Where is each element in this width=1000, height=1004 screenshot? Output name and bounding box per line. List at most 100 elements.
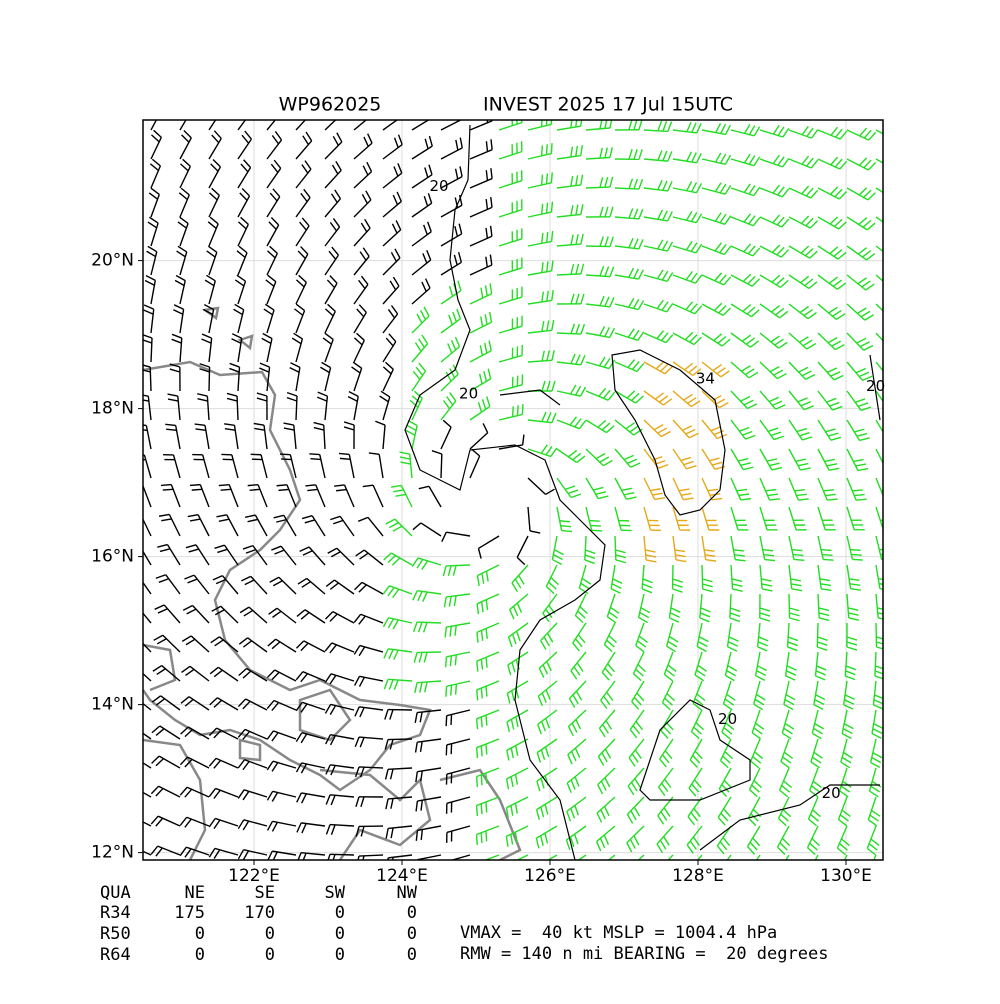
barb-staff xyxy=(470,179,492,188)
wind-barb xyxy=(840,768,852,797)
barb-feather xyxy=(753,217,759,225)
barb-feather xyxy=(839,192,846,200)
barb-feather xyxy=(630,426,639,432)
barb-feather xyxy=(605,327,610,336)
barb-feather xyxy=(330,583,338,589)
barb-feather xyxy=(656,362,664,369)
barb-staff xyxy=(847,130,869,140)
barb-feather xyxy=(123,755,131,762)
barb-feather xyxy=(325,333,333,339)
barb-feather xyxy=(394,166,398,176)
barb-feather xyxy=(748,818,755,825)
barb-feather xyxy=(132,485,142,486)
barb-feather xyxy=(605,778,610,787)
barb-staff xyxy=(512,565,528,583)
barb-feather xyxy=(344,427,354,430)
barb-feather xyxy=(414,653,417,663)
wind-barb xyxy=(383,163,402,188)
wind-barb xyxy=(243,546,267,565)
barb-feather xyxy=(739,428,749,432)
wind-barb xyxy=(235,275,245,304)
wind-barb xyxy=(644,391,672,405)
barb-feather xyxy=(634,836,639,845)
barb-feather xyxy=(486,228,487,238)
table-cell: 0 xyxy=(407,945,417,965)
barb-feather xyxy=(627,843,632,852)
barb-feather xyxy=(325,704,330,713)
barb-feather xyxy=(446,657,447,667)
barb-feather xyxy=(829,468,839,470)
barb-feather xyxy=(667,242,672,251)
barb-feather xyxy=(277,485,287,486)
barb-feather xyxy=(742,431,752,435)
wind-barb xyxy=(569,710,586,736)
barb-staff xyxy=(296,282,306,304)
barb-feather xyxy=(123,785,131,792)
wind-barb xyxy=(644,240,672,251)
table-header: NE xyxy=(185,883,205,903)
barb-feather xyxy=(330,645,337,653)
barb-feather xyxy=(542,233,543,243)
wind-barb xyxy=(296,275,306,304)
wind-barb xyxy=(297,853,325,863)
title-left: WP962025 xyxy=(279,94,382,116)
wind-barb xyxy=(412,222,431,246)
wind-barb xyxy=(168,394,180,420)
wind-barb xyxy=(611,565,622,593)
barb-feather xyxy=(424,307,429,316)
barb-feather xyxy=(149,217,158,223)
barb-feather xyxy=(772,245,779,252)
barb-feather xyxy=(453,312,456,322)
barb-feather xyxy=(515,579,520,588)
wind-barb xyxy=(597,826,615,851)
barb-feather xyxy=(702,579,712,582)
barb-feather xyxy=(458,281,461,291)
wind-barb xyxy=(781,739,793,768)
barb-staff xyxy=(499,210,522,217)
wind-barb xyxy=(557,354,585,365)
barb-feather xyxy=(272,792,277,801)
wind-barb xyxy=(210,698,238,710)
barb-feather xyxy=(575,777,579,787)
barb-staff xyxy=(207,396,209,420)
barb-feather xyxy=(314,423,324,425)
barb-staff xyxy=(731,333,750,347)
barb-feather xyxy=(459,224,461,234)
barb-feather xyxy=(219,485,229,486)
barb-feather xyxy=(331,552,340,557)
barb-feather xyxy=(616,560,626,563)
wind-barb xyxy=(202,334,212,362)
barb-staff xyxy=(279,577,296,594)
barb-feather xyxy=(517,557,525,564)
barb-staff xyxy=(354,143,372,159)
barb-feather xyxy=(310,459,320,460)
barb-feather xyxy=(868,162,875,170)
barb-feather xyxy=(639,179,642,189)
wind-barb xyxy=(161,485,180,507)
barb-feather xyxy=(159,514,169,516)
barb-feather xyxy=(356,856,359,866)
barb-staff xyxy=(470,322,491,333)
wind-barb xyxy=(354,305,366,333)
barb-feather xyxy=(243,106,249,114)
barb-feather xyxy=(127,728,135,734)
barb-feather xyxy=(869,791,878,797)
barb-feather xyxy=(600,296,604,306)
barb-feather xyxy=(668,212,673,221)
barb-feather xyxy=(596,870,600,880)
barb-feather xyxy=(590,525,600,526)
barb-feather xyxy=(669,637,678,643)
barb-feather xyxy=(389,334,396,342)
barb-staff xyxy=(876,449,887,470)
wind-barb xyxy=(445,623,470,637)
wind-barb xyxy=(384,553,412,565)
wind-barb xyxy=(217,515,238,536)
barb-staff xyxy=(354,284,368,304)
barb-feather xyxy=(357,309,364,317)
barb-feather xyxy=(668,665,676,671)
barb-feather xyxy=(213,159,220,166)
barb-feather xyxy=(188,515,198,517)
barb-staff xyxy=(818,159,840,169)
barb-feather xyxy=(239,638,247,644)
wind-barb xyxy=(152,756,180,768)
